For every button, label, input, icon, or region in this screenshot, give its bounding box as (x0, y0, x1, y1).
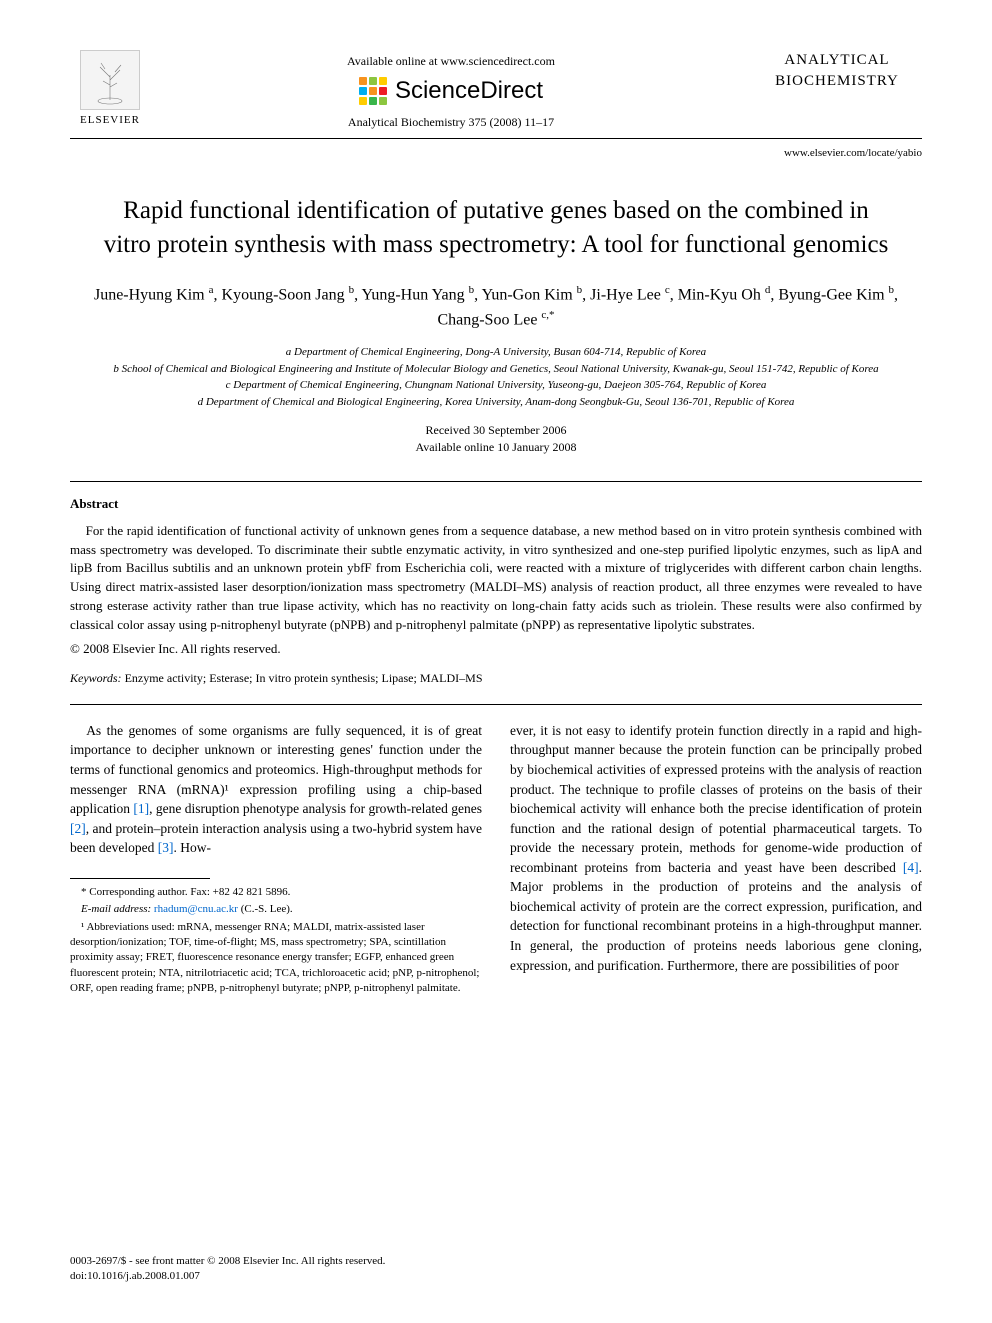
email-note: E-mail address: rhadum@cnu.ac.kr (C.-S. … (70, 902, 482, 917)
body-para-2: ever, it is not easy to identify protein… (510, 721, 922, 975)
journal-header: ELSEVIER Available online at www.science… (70, 50, 922, 130)
publisher-label: ELSEVIER (80, 114, 140, 126)
article-title: Rapid functional identification of putat… (100, 194, 892, 262)
footnote-rule (70, 878, 210, 879)
elsevier-tree-icon (80, 50, 140, 110)
body-columns: As the genomes of some organisms are ful… (70, 721, 922, 999)
abstract-bottom-rule (70, 704, 922, 705)
corresponding-author-note: * Corresponding author. Fax: +82 42 821 … (70, 885, 482, 900)
abstract-label: Abstract (70, 496, 922, 512)
keywords-label: Keywords: (70, 671, 122, 685)
keywords-line: Keywords: Enzyme activity; Esterase; In … (70, 671, 922, 686)
authors-line: June-Hyung Kim a, Kyoung-Soon Jang b, Yu… (90, 282, 902, 333)
footer-copyright: 0003-2697/$ - see front matter © 2008 El… (70, 1254, 385, 1268)
journal-title-block: ANALYTICAL BIOCHEMISTRY (752, 50, 922, 112)
journal-reference: Analytical Biochemistry 375 (2008) 11–17 (348, 115, 554, 130)
article-dates: Received 30 September 2006 Available onl… (70, 422, 922, 456)
footer-doi: doi:10.1016/j.ab.2008.01.007 (70, 1269, 385, 1283)
publisher-logo-block: ELSEVIER (70, 50, 150, 126)
received-date: Received 30 September 2006 (70, 422, 922, 439)
abstract-top-rule (70, 481, 922, 482)
body-para-1: As the genomes of some organisms are ful… (70, 721, 482, 858)
right-column: ever, it is not easy to identify protein… (510, 721, 922, 999)
affiliation-a: a Department of Chemical Engineering, Do… (100, 344, 892, 361)
sciencedirect-logo: ScienceDirect (359, 77, 543, 105)
available-online-text: Available online at www.sciencedirect.co… (347, 54, 555, 69)
left-column: As the genomes of some organisms are ful… (70, 721, 482, 999)
footnotes: * Corresponding author. Fax: +82 42 821 … (70, 885, 482, 997)
affiliation-d: d Department of Chemical and Biological … (100, 394, 892, 411)
abstract-text: For the rapid identification of function… (70, 522, 922, 635)
email-suffix: (C.-S. Lee). (241, 903, 293, 915)
affiliation-c: c Department of Chemical Engineering, Ch… (100, 377, 892, 394)
email-address[interactable]: rhadum@cnu.ac.kr (154, 903, 238, 915)
available-date: Available online 10 January 2008 (70, 439, 922, 456)
affiliation-b: b School of Chemical and Biological Engi… (100, 361, 892, 378)
affiliations: a Department of Chemical Engineering, Do… (100, 344, 892, 410)
abbreviations-note: ¹ Abbreviations used: mRNA, messenger RN… (70, 920, 482, 997)
locate-url: www.elsevier.com/locate/yabio (70, 147, 922, 159)
page-footer: 0003-2697/$ - see front matter © 2008 El… (70, 1254, 385, 1283)
abstract-copyright: © 2008 Elsevier Inc. All rights reserved… (70, 641, 922, 657)
sciencedirect-wordmark: ScienceDirect (395, 77, 543, 105)
sciencedirect-icon (359, 77, 387, 105)
email-label: E-mail address: (81, 903, 151, 915)
keywords-text: Enzyme activity; Esterase; In vitro prot… (125, 671, 483, 685)
header-rule (70, 138, 922, 139)
header-center: Available online at www.sciencedirect.co… (150, 50, 752, 130)
journal-title: ANALYTICAL BIOCHEMISTRY (752, 50, 922, 92)
